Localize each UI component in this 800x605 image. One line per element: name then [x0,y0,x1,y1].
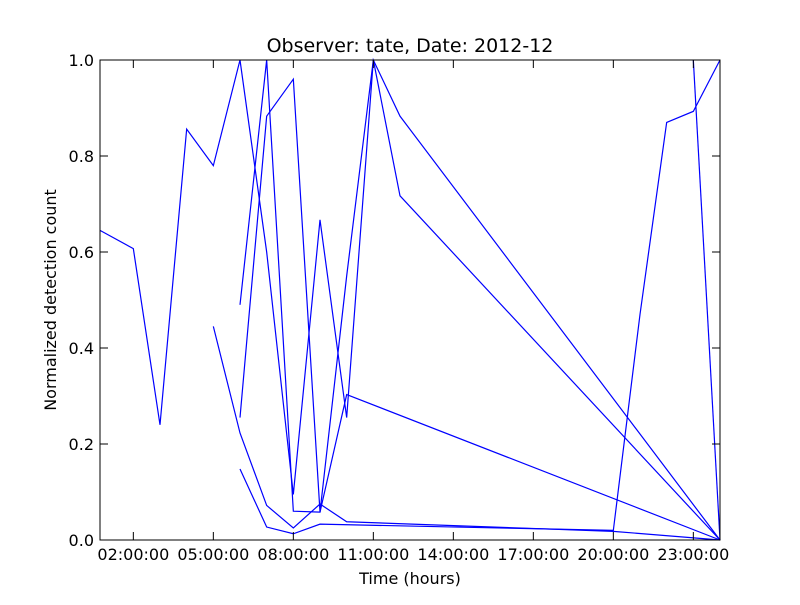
x-tick-label: 20:00:00 [577,545,649,564]
y-axis: 0.0 0.2 0.4 0.6 0.8 1.0 [69,51,720,550]
x-axis-label: Time (hours) [358,569,461,588]
x-tick-label: 11:00:00 [337,545,409,564]
series-line-4 [239,59,721,541]
y-tick-label: 1.0 [69,51,94,70]
y-tick-label: 0.4 [69,339,94,358]
x-tick-label: 05:00:00 [177,545,249,564]
y-tick-label: 0.6 [69,243,94,262]
y-axis-label: Normalized detection count [41,189,60,411]
x-tick-label: 08:00:00 [257,545,329,564]
series-line-6 [692,59,721,541]
x-tick-label: 17:00:00 [497,545,569,564]
x-axis: 02:00:00 05:00:00 08:00:00 11:00:00 14:00:00… [97,60,729,564]
x-tick-label: 23:00:00 [657,545,729,564]
plot-frame [99,59,721,541]
chart-title: Observer: tate, Date: 2012-12 [267,35,554,57]
x-tick-label: 14:00:00 [417,545,489,564]
series-line-2 [239,59,721,541]
y-tick-label: 0.2 [69,435,94,454]
y-tick-label: 0.8 [69,147,94,166]
x-tick-label: 02:00:00 [97,545,169,564]
series-line-5 [239,59,721,535]
y-tick-label: 0.0 [69,531,94,550]
